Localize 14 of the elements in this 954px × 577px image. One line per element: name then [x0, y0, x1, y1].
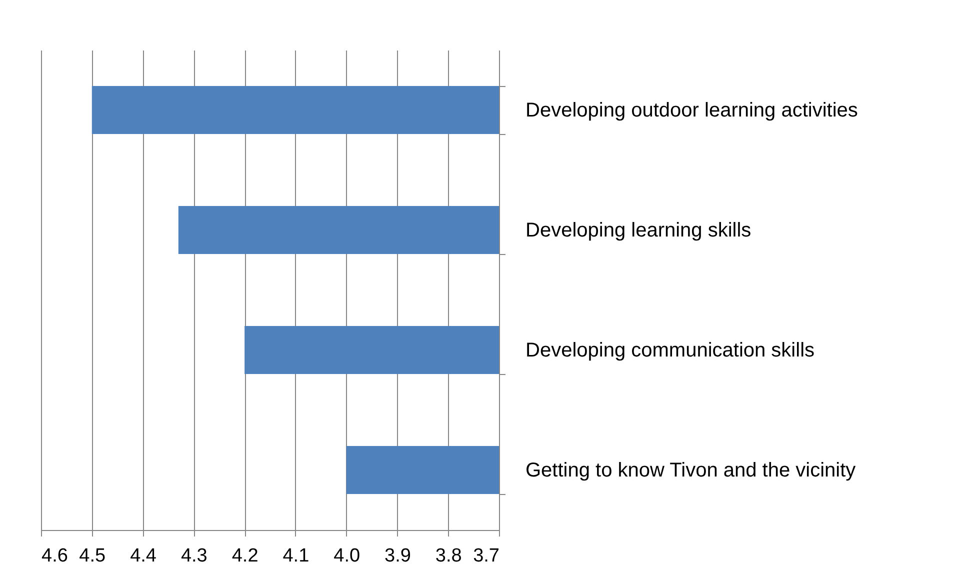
x-tick-label: 4.0	[334, 546, 360, 566]
x-tick-label: 4.2	[232, 546, 258, 566]
x-tick-label: 4.5	[79, 546, 106, 566]
y-tick-label: Getting to know Tivon and the vicinity	[526, 460, 856, 482]
x-tick-label: 4.6	[42, 546, 68, 566]
x-tick-label: 4.1	[282, 546, 310, 566]
x-tick-label: 3.7	[473, 546, 500, 566]
x-tick-label: 3.8	[435, 546, 462, 566]
x-tick-label: 3.9	[384, 546, 411, 566]
y-tick-label: Developing outdoor learning activities	[526, 100, 858, 122]
x-tick-label: 4.4	[130, 546, 157, 566]
y-tick-label: Developing communication skills	[526, 340, 815, 362]
y-tick-label: Developing learning skills	[526, 220, 752, 242]
x-tick-label: 4.3	[180, 546, 208, 566]
